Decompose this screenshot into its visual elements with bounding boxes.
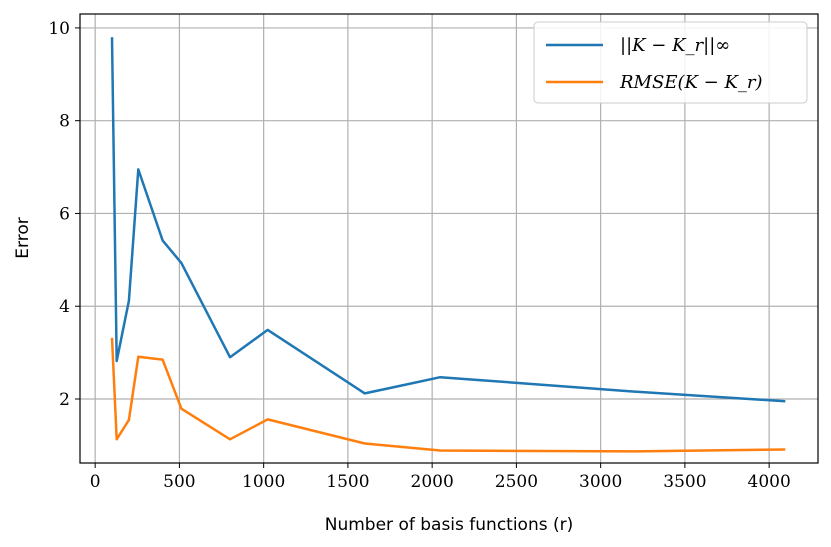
y-tick-label-0: 2 — [59, 390, 70, 410]
x-tick-label-1: 500 — [163, 472, 195, 492]
y-tick-label-3: 8 — [59, 112, 70, 132]
y-axis-label: Error — [13, 217, 33, 258]
x-axis-label: Number of basis functions (r) — [325, 515, 574, 535]
x-tick-label-2: 1000 — [242, 472, 285, 492]
y-tick-label-2: 6 — [59, 204, 70, 224]
x-tick-label-7: 3500 — [663, 472, 706, 492]
x-tick-label-4: 2000 — [411, 472, 454, 492]
y-tick-label-4: 10 — [48, 19, 70, 39]
series-line-1 — [110, 337, 786, 453]
legend-label-1: RMSE(K − K_r) — [619, 72, 763, 93]
legend-label-0: ||K − K_r||∞ — [620, 35, 730, 56]
x-tick-label-3: 1500 — [326, 472, 369, 492]
ticks: 0 500 1000 1500 2000 2500 3000 3500 4000 2 4 6 8 10 — [48, 19, 790, 492]
x-tick-label-8: 4000 — [748, 472, 791, 492]
y-tick-label-1: 4 — [59, 297, 70, 317]
x-tick-label-5: 2500 — [495, 472, 538, 492]
legend: ||K − K_r||∞ RMSE(K − K_r) — [533, 21, 808, 104]
series-layer — [110, 37, 786, 453]
x-tick-label-0: 0 — [90, 472, 101, 492]
plot-frame — [79, 13, 819, 464]
x-tick-label-6: 3000 — [579, 472, 622, 492]
series-line-0 — [110, 37, 786, 403]
